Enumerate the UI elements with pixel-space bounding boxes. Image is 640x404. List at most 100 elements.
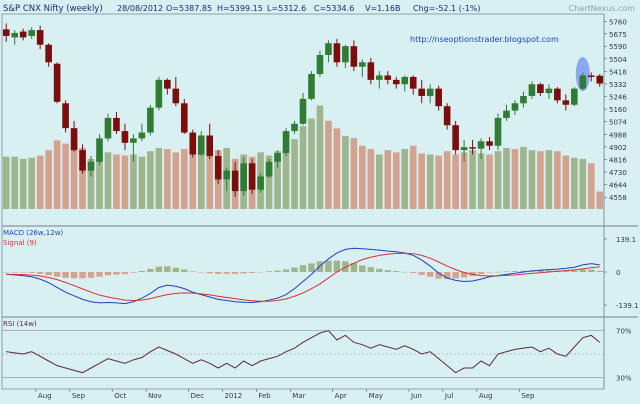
macd-histogram-bar [181,269,188,272]
macd-tick-label: 139.1 [616,236,636,244]
macd-histogram-bar [443,272,451,280]
macd-histogram-bar [299,265,307,272]
volume-bar [392,152,400,209]
signal-line [6,252,600,302]
candle-body [36,30,44,45]
volume-bar [545,150,553,209]
volume-bar [206,154,214,209]
x-tick-label: Sep [72,392,86,400]
volume-bar [70,139,78,209]
candle-body [418,88,426,96]
panel-frames [1,13,638,390]
volume-bar [562,155,570,209]
macd-histogram-bar [265,271,273,272]
price-tick-label: 4988 [609,131,627,139]
volume-bar [87,158,95,209]
candle-body [477,141,485,149]
candle-body [214,155,222,180]
candle-body [308,74,315,99]
macd-histogram-bar [350,263,358,272]
volume-bar [409,145,417,209]
volume-bar [486,154,493,209]
price-tick-label: 5760 [609,18,627,26]
x-tick-label: Aug [479,392,493,400]
signal-label: Signal (9) [3,239,37,247]
x-tick-label: 2012 [224,392,242,400]
macd-histogram-bar [562,270,570,272]
price-tick-label: 4902 [609,144,627,152]
macd-histogram-bar [189,271,196,272]
volume-bar [291,139,298,209]
macd-histogram-bar [257,272,264,273]
volume-bar [172,152,180,209]
price-tick-label: 5590 [609,43,627,51]
candle-body [96,138,103,162]
candle-body [571,88,578,105]
candle-body [155,79,163,108]
candle-body [45,44,52,63]
macd-histogram-bar [333,260,341,272]
macd-histogram-bar [231,272,239,274]
volume-bar [130,154,137,209]
candle-body [231,170,239,192]
volume-bar [469,150,476,209]
macd-panel: 139.1 0 -139.1 [3,236,639,310]
volume-bar [554,151,561,209]
candle-body [180,103,188,133]
candle-body [189,132,197,155]
header-bar: S&P CNX Nifty (weekly) 28/08/2012 O=5387… [3,4,635,14]
candle-body [528,84,536,96]
candle-body [503,110,510,118]
rsi-tick-label: 30% [616,374,632,382]
macd-histogram-bar [87,272,95,278]
volume-bar [520,146,527,209]
header-close: C=5334.6 [314,4,354,13]
candle-body [257,176,264,190]
candle-body [104,117,112,139]
price-tick-label: 5160 [609,106,627,114]
volume-bar [53,140,61,209]
candle-body [494,117,502,146]
price-tick-label: 4558 [609,194,627,202]
volume-bar [494,151,502,209]
header-volume: V=1.16B [365,4,400,13]
volume-bar [359,145,366,209]
volume-bar [121,155,129,209]
volume-bar [19,158,27,209]
volume-bar [342,135,349,209]
volume-bar [197,153,205,209]
x-axis: Aug Sep Oct Nov Dec 2012 Feb Mar Apr May Jun Jul Aug… [35,389,535,400]
price-tick-label: 5246 [609,94,627,102]
rsi-panel: 70% 30% [2,328,632,382]
candle-body [579,75,587,89]
macd-histogram-bar [198,272,205,273]
candle-body [121,131,129,143]
volume-bar [104,152,112,209]
macd-histogram-bar [486,272,493,273]
macd-histogram-bar [393,271,400,272]
x-tick-label: Mar [292,392,305,400]
volume-bar [443,151,451,209]
candle-body [537,84,544,94]
candle-body [359,62,366,67]
x-tick-label: May [369,392,383,400]
volume-bar [36,155,44,209]
macd-histogram-bar [596,270,603,272]
macd-histogram-bar [96,272,103,277]
price-tick-label: 4644 [609,182,627,190]
candle-body [392,79,400,85]
volume-bar [79,147,86,209]
candle-body [223,170,230,180]
macd-histogram-bar [28,272,35,273]
macd-tick-label: 0 [616,269,620,277]
price-tick-label: 4730 [609,169,627,177]
volume-bar [350,138,358,209]
volume-bar [401,149,409,209]
volume-bar [138,156,146,209]
candle-body [367,62,375,80]
macd-histogram-bar [418,272,425,275]
macd-histogram-bar [579,269,587,272]
volume-bar [299,126,307,209]
volume-bar [274,151,281,209]
candle-body [130,138,137,143]
